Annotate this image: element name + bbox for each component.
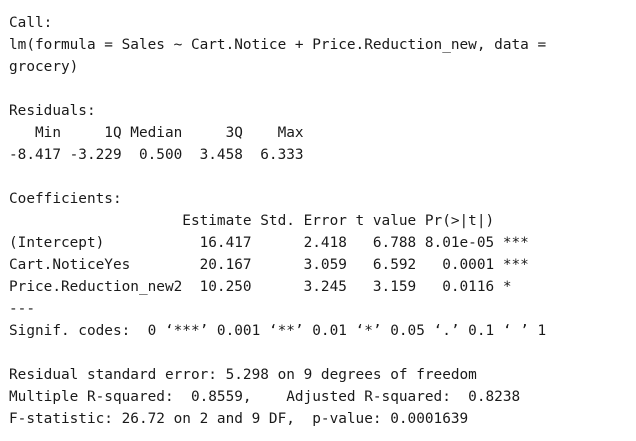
residuals-header: Residuals: (9, 103, 96, 119)
f-statistic-line: F-statistic: 26.72 on 2 and 9 DF, p-valu… (9, 411, 469, 427)
blank-line (9, 166, 629, 188)
residual-standard-error: Residual standard error: 5.298 on 9 degr… (9, 367, 477, 383)
residuals-labels-row: Min 1Q Median 3Q Max (9, 125, 313, 141)
call-header: Call: (9, 15, 53, 31)
residuals-values-row: -8.417 -3.229 0.500 3.458 6.333 (9, 147, 313, 163)
signif-codes-legend: Signif. codes: 0 ‘***’ 0.001 ‘**’ 0.01 ‘… (9, 323, 547, 339)
coefficient-row-intercept: (Intercept) 16.417 2.418 6.788 8.01e-05 … (9, 235, 529, 251)
coefficients-separator: --- (9, 301, 35, 317)
call-formula-line-1: lm(formula = Sales ~ Cart.Notice + Price… (9, 37, 547, 53)
coefficients-column-header: Estimate Std. Error t value Pr(>|t|) (9, 213, 529, 229)
r-console-output: Call: lm(formula = Sales ~ Cart.Notice +… (9, 12, 629, 430)
blank-line (9, 78, 629, 100)
call-formula-line-2: grocery) (9, 59, 79, 75)
blank-line (9, 342, 629, 364)
coefficients-header: Coefficients: (9, 191, 122, 207)
r-squared-line: Multiple R-squared: 0.8559, Adjusted R-s… (9, 389, 529, 405)
coefficient-row-price-reduction: Price.Reduction_new2 10.250 3.245 3.159 … (9, 279, 529, 295)
coefficient-row-cart-notice: Cart.NoticeYes 20.167 3.059 6.592 0.0001… (9, 257, 529, 273)
